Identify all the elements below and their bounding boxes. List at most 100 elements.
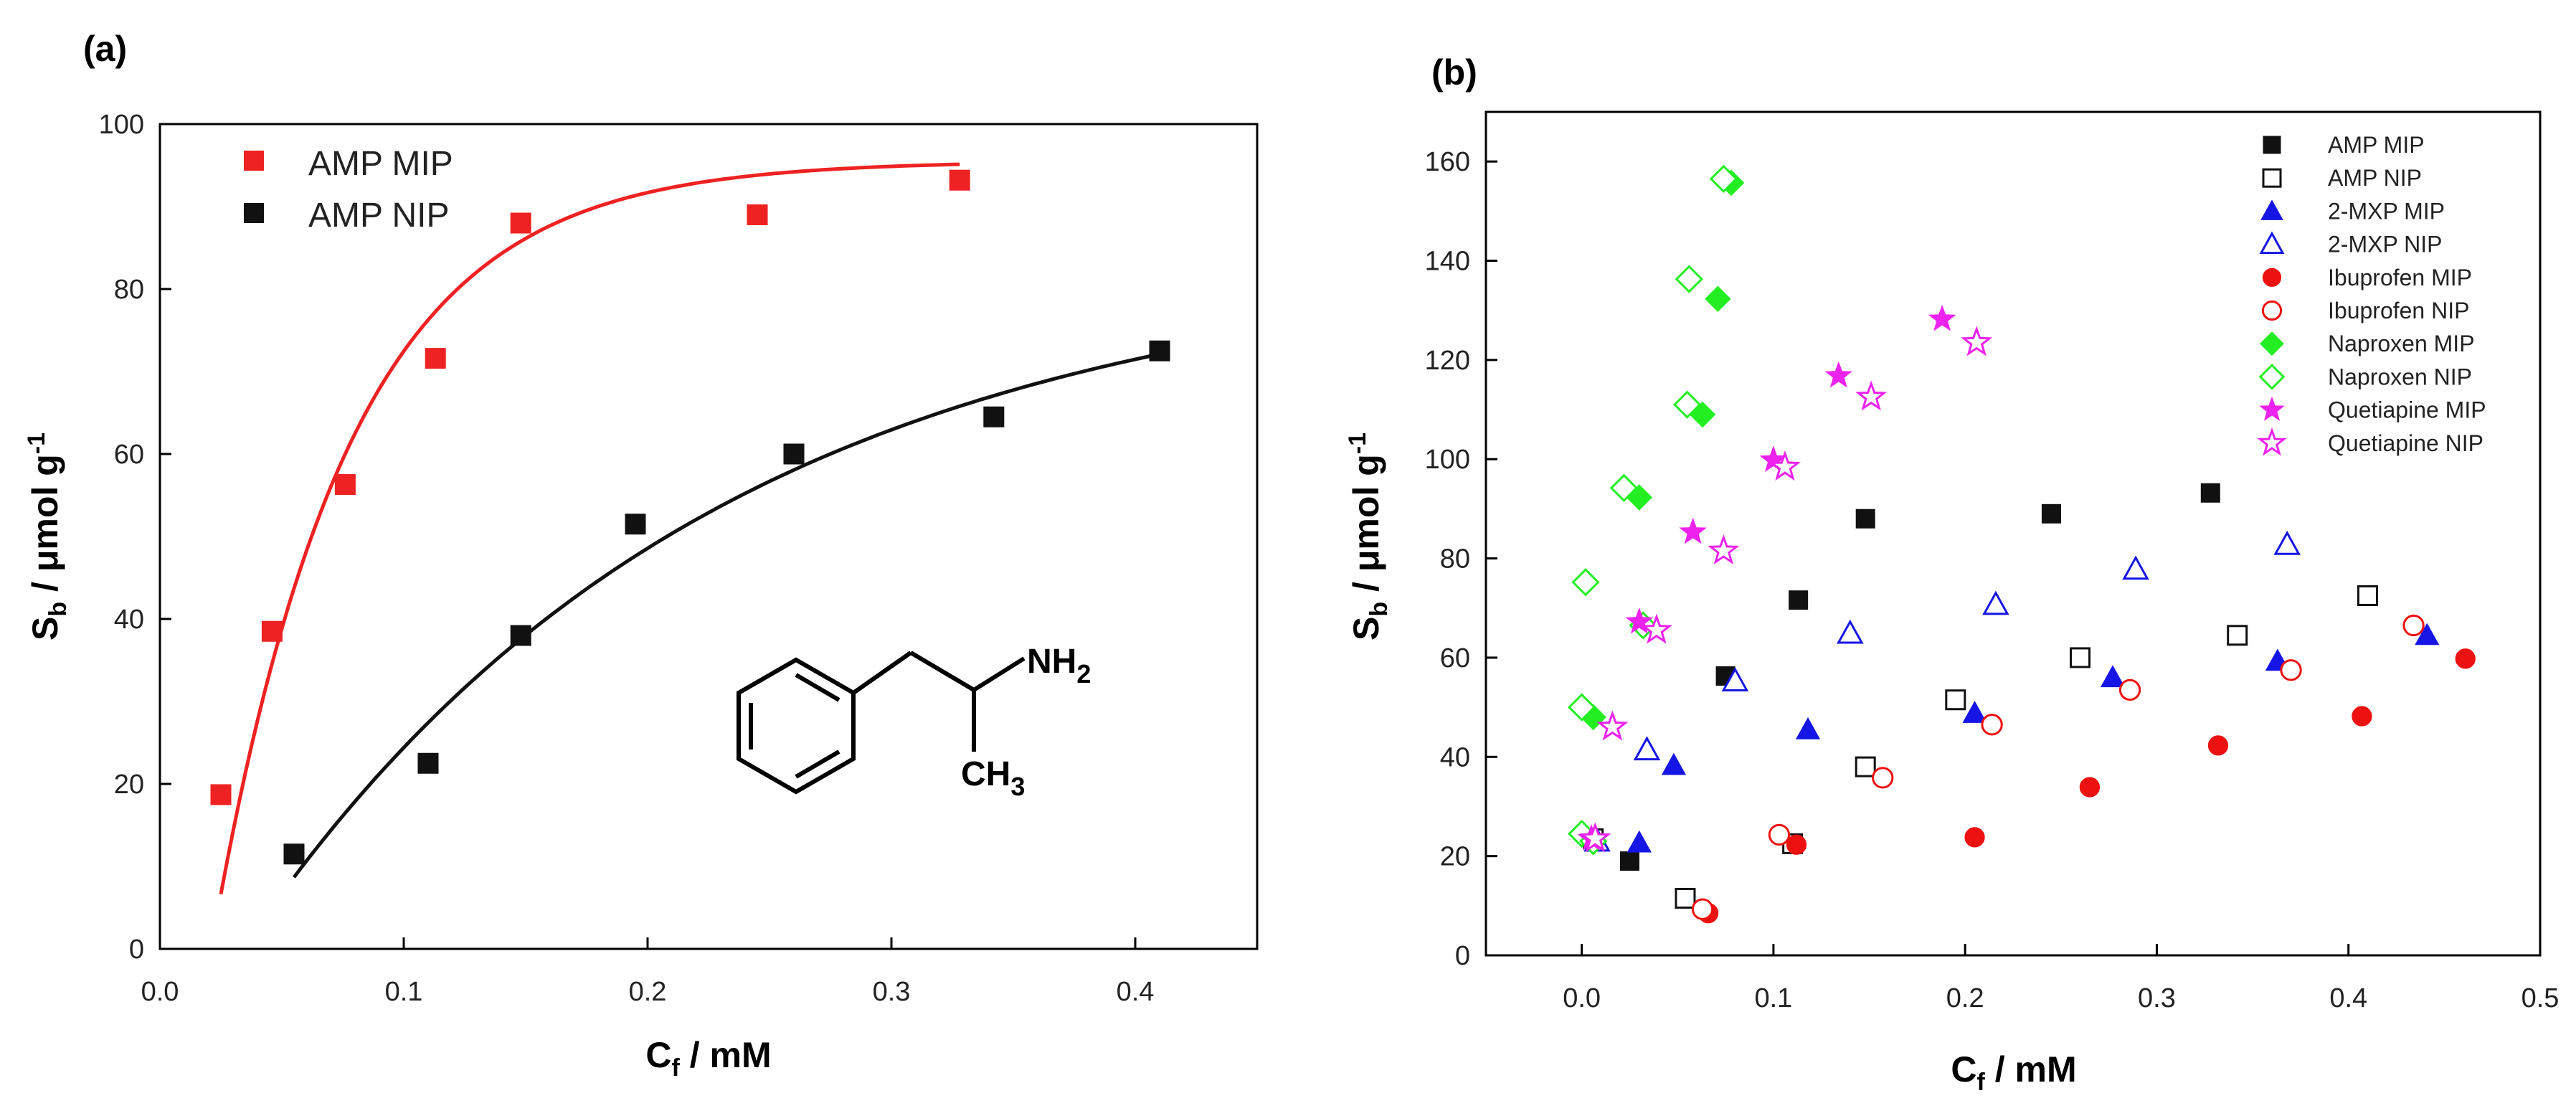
- panel-a-y-tick-label: 100: [99, 110, 144, 140]
- data-point-amp-mip: [510, 212, 531, 234]
- bond-ring-ch2: [852, 651, 912, 695]
- panel-b-y-tick-label: 140: [1425, 247, 1470, 277]
- b-ylabel-sub: b: [1365, 602, 1393, 617]
- data-point-2-mxp-nip: [2273, 530, 2301, 555]
- a-xlabel-sub: f: [671, 1054, 680, 1082]
- panel-a-x-tick-label: 0.4: [1117, 977, 1155, 1007]
- panel-b-y-tick-label: 100: [1425, 445, 1470, 475]
- data-point-quetiapine-nip: [1768, 450, 1801, 481]
- fit-curve-nip: [293, 352, 1160, 879]
- nh2-main: NH: [1027, 643, 1076, 681]
- nh2-sub: 2: [1076, 659, 1091, 689]
- data-point-amp-mip: [1789, 590, 1809, 610]
- legend-marker-ibuprofen-nip: [2261, 300, 2283, 321]
- panel-b-y-tick-label: 20: [1440, 842, 1470, 872]
- data-point-naproxen-nip: [1571, 568, 1600, 597]
- data-point-quetiapine-mip: [1679, 517, 1707, 544]
- data-point-amp-nip: [983, 406, 1005, 427]
- ch3-main: CH: [961, 755, 1010, 793]
- data-point-naproxen-nip: [1675, 265, 1703, 293]
- panel-a: (a) 0.0 0.1 0.2 0.3 0.4 0 20 40 60 80 100 AMP MIP …: [23, 29, 1259, 1082]
- panel-b-legend: AMP MIP AMP NIP 2-MXP MIP 2-MXP NIP Ibuprofe…: [2257, 132, 2486, 456]
- data-point-amp-mip: [747, 204, 768, 225]
- data-point-amp-mip: [949, 169, 970, 191]
- data-point-amp-mip: [2041, 503, 2061, 524]
- panel-b-y-tick-label: 80: [1440, 544, 1470, 574]
- data-point-amp-nip: [1855, 756, 1876, 777]
- data-point-amp-mip: [210, 784, 232, 805]
- data-point-quetiapine-nip: [1855, 380, 1888, 411]
- data-point-2-mxp-nip: [1633, 736, 1661, 761]
- panel-b-data-points: [1567, 164, 2476, 924]
- legend-a-mip-marker: [244, 151, 264, 171]
- data-point-2-mxp-mip: [1626, 830, 1652, 853]
- data-point-quetiapine-nip: [1961, 326, 1993, 356]
- b-xlabel-sub: f: [1976, 1069, 1985, 1096]
- bond-ch2-ch: [909, 651, 975, 692]
- legend-label-2-mxp-nip: 2-MXP NIP: [2328, 232, 2442, 257]
- a-ylabel-rest: / μmol g: [25, 454, 65, 602]
- legend-marker-ibuprofen-mip: [2262, 268, 2282, 287]
- legend-marker-2-mxp-mip: [2260, 199, 2283, 220]
- data-point-quetiapine-nip: [1579, 822, 1611, 853]
- legend-label-2-mxp-mip: 2-MXP MIP: [2328, 198, 2445, 224]
- legend-a-mip-label: AMP MIP: [308, 145, 453, 183]
- panel-b-y-tick-label: 120: [1425, 346, 1470, 376]
- data-point-quetiapine-mip: [1824, 361, 1853, 388]
- data-point-naproxen-nip: [1609, 473, 1639, 503]
- data-point-amp-nip: [510, 625, 531, 646]
- data-point-ibuprofen-nip: [1691, 898, 1714, 920]
- amphetamine-structure: [737, 651, 1026, 795]
- panel-a-y-tick-label: 80: [114, 275, 144, 305]
- panel-a-legend: AMP MIP AMP NIP: [244, 145, 453, 235]
- fit-curve-mip: [219, 162, 960, 895]
- data-point-2-mxp-mip: [1795, 717, 1821, 739]
- b-ylabel-main: S: [1346, 617, 1386, 640]
- legend-label-amp-mip: AMP MIP: [2328, 132, 2425, 158]
- panel-b-x-tick-label: 0.0: [1563, 983, 1601, 1013]
- benzene-double-bond-3: [795, 673, 840, 702]
- data-point-ibuprofen-mip: [1786, 834, 1807, 855]
- data-point-naproxen-nip: [1567, 693, 1596, 722]
- legend-label-naproxen-mip: Naproxen MIP: [2328, 331, 2475, 356]
- legend-marker-naproxen-mip: [2260, 331, 2284, 356]
- legend-marker-naproxen-nip: [2258, 364, 2286, 390]
- data-point-ibuprofen-mip: [2352, 706, 2372, 727]
- data-point-2-mxp-nip: [1721, 667, 1749, 691]
- data-point-amp-mip: [2200, 483, 2220, 503]
- data-point-quetiapine-mip: [1625, 607, 1654, 634]
- data-point-2-mxp-nip: [1837, 619, 1864, 644]
- legend-label-ibuprofen-mip: Ibuprofen MIP: [2328, 265, 2472, 290]
- a-xlabel-rest: / mM: [680, 1035, 772, 1075]
- data-point-ibuprofen-nip: [2118, 678, 2141, 701]
- data-point-amp-nip: [2070, 647, 2091, 668]
- panel-b-x-tick-label: 0.1: [1754, 983, 1792, 1013]
- data-point-2-mxp-mip: [2415, 623, 2440, 646]
- legend-marker-quetiapine-nip: [2257, 427, 2287, 456]
- data-point-ibuprofen-nip: [1981, 714, 2003, 736]
- data-point-amp-nip: [1945, 689, 1966, 711]
- panel-a-x-tick-label: 0.1: [385, 977, 423, 1007]
- data-point-amp-mip: [334, 474, 356, 496]
- panel-b-x-tick-label: 0.4: [2329, 983, 2367, 1013]
- panel-b-plot-frame: [1484, 110, 2542, 957]
- panel-a-axes: 0.0 0.1 0.2 0.3 0.4 0 20 40 60 80 100: [99, 110, 1155, 1007]
- panel-a-plot-frame: [158, 123, 1259, 950]
- panel-b-y-axis-title: Sb / μmol g-1: [1344, 432, 1393, 640]
- b-ylabel-sup: -1: [1344, 432, 1371, 454]
- data-point-amp-nip: [283, 843, 305, 865]
- a-ylabel-sup: -1: [23, 432, 50, 454]
- data-point-amp-nip: [2357, 585, 2378, 606]
- legend-a-nip-marker: [244, 203, 264, 223]
- data-point-quetiapine-nip: [1640, 613, 1672, 644]
- data-point-amp-nip: [2227, 625, 2248, 646]
- data-point-ibuprofen-nip: [1768, 823, 1791, 846]
- data-point-naproxen-nip: [1709, 164, 1738, 194]
- panel-a-fit-curves: [219, 162, 1160, 895]
- data-point-quetiapine-mip: [1928, 304, 1956, 331]
- data-point-2-mxp-nip: [2122, 555, 2149, 580]
- panel-a-x-axis-title: Cf / mM: [645, 1035, 771, 1082]
